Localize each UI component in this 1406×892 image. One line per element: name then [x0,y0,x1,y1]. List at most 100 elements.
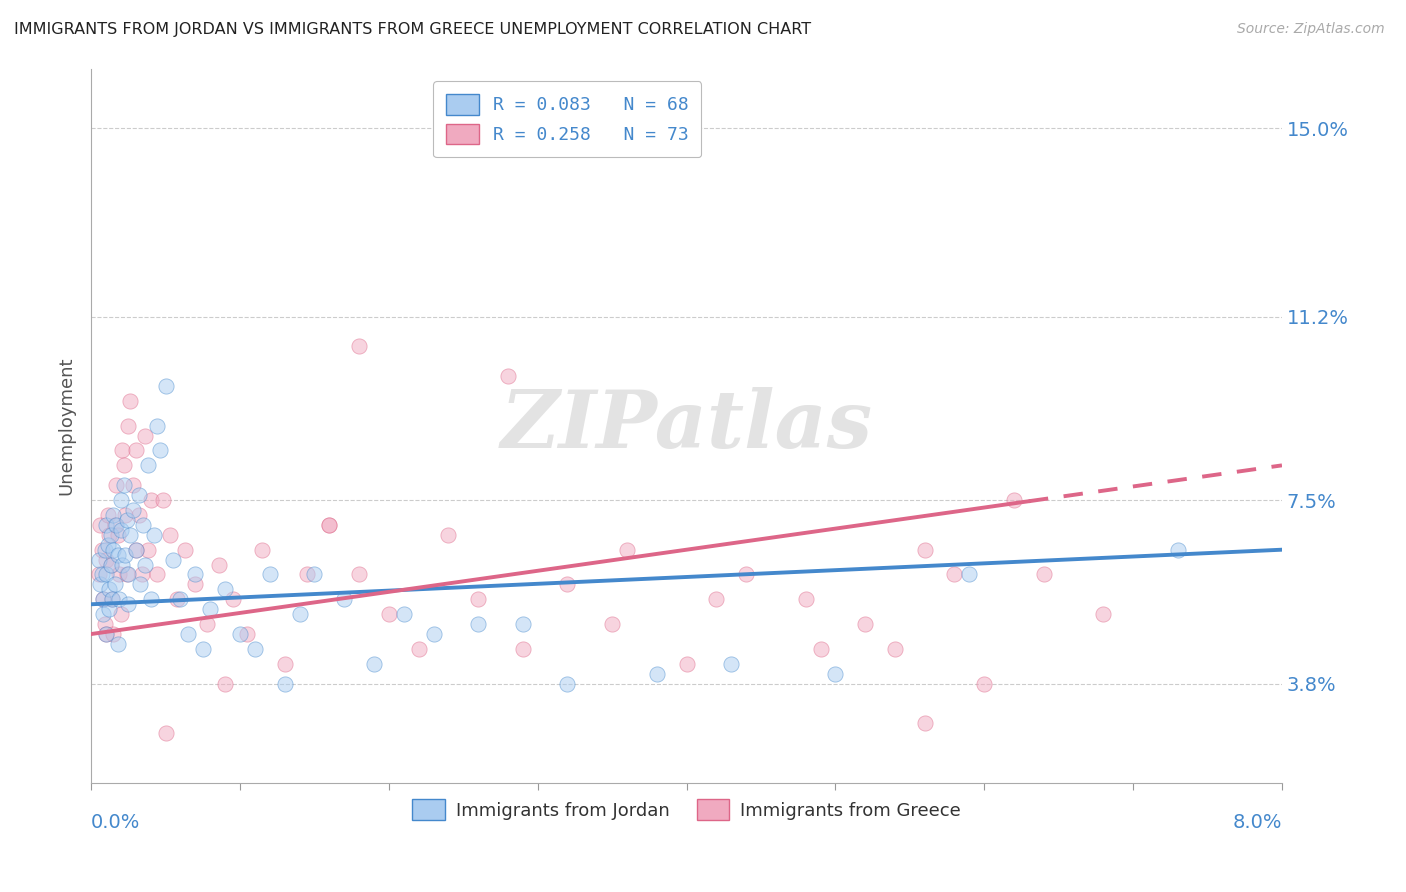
Point [117,597,139,611]
Point [273,657,295,671]
Point [392,607,415,622]
Point [600,617,623,632]
Point [110,523,132,537]
Point [100,558,122,572]
Point [115,567,138,582]
Point [645,666,668,681]
Point [121,503,143,517]
Point [295,567,318,582]
Point [184,577,207,591]
Point [139,592,162,607]
Point [136,542,159,557]
Point [675,657,697,671]
Point [98,582,121,597]
Point [824,666,846,681]
Point [1167,542,1189,557]
Point [111,558,134,572]
Point [94,552,117,566]
Text: ZIPatlas: ZIPatlas [501,387,873,465]
Point [104,577,127,591]
Point [184,567,207,582]
Point [1092,607,1115,622]
Point [259,567,281,582]
Point [87,567,110,582]
Point [616,542,638,557]
Point [94,517,117,532]
Point [112,478,135,492]
Point [103,542,125,557]
Point [853,617,876,632]
Point [318,517,340,532]
Point [229,627,252,641]
Point [236,627,259,641]
Point [252,542,274,557]
Point [957,567,980,582]
Point [1032,567,1054,582]
Point [87,552,110,566]
Point [125,542,148,557]
Point [121,478,143,492]
Point [884,641,907,656]
Point [496,369,519,384]
Point [273,676,295,690]
Point [720,657,742,671]
Point [195,617,218,632]
Point [134,428,156,442]
Y-axis label: Unemployment: Unemployment [58,357,75,495]
Point [512,641,534,656]
Point [134,558,156,572]
Point [347,339,370,353]
Point [94,627,117,641]
Point [914,716,936,731]
Point [114,548,136,562]
Point [162,552,184,566]
Point [125,542,148,557]
Point [810,641,832,656]
Point [105,517,128,532]
Point [557,676,579,690]
Point [200,602,222,616]
Point [132,517,155,532]
Point [107,528,129,542]
Point [214,676,236,690]
Point [98,528,121,542]
Point [288,607,311,622]
Point [103,508,125,522]
Point [94,627,117,641]
Point [152,493,174,508]
Point [94,567,117,582]
Point [101,592,124,607]
Point [136,458,159,473]
Point [243,641,266,656]
Point [422,627,444,641]
Point [101,592,124,607]
Point [347,567,370,582]
Point [155,726,177,740]
Point [91,592,114,607]
Point [96,508,118,522]
Point [89,577,111,591]
Point [704,592,727,607]
Point [117,567,139,582]
Text: 8.0%: 8.0% [1233,814,1282,832]
Point [128,508,150,522]
Point [735,567,758,582]
Point [159,528,181,542]
Point [914,542,936,557]
Point [169,592,191,607]
Point [90,542,112,557]
Point [408,641,430,656]
Point [115,513,138,527]
Point [100,528,122,542]
Point [112,458,135,473]
Point [98,602,121,616]
Point [214,582,236,597]
Point [304,567,326,582]
Point [93,617,115,632]
Text: 0.0%: 0.0% [91,814,141,832]
Point [103,627,125,641]
Point [794,592,817,607]
Legend: Immigrants from Jordan, Immigrants from Greece: Immigrants from Jordan, Immigrants from … [405,792,967,828]
Point [437,528,460,542]
Point [512,617,534,632]
